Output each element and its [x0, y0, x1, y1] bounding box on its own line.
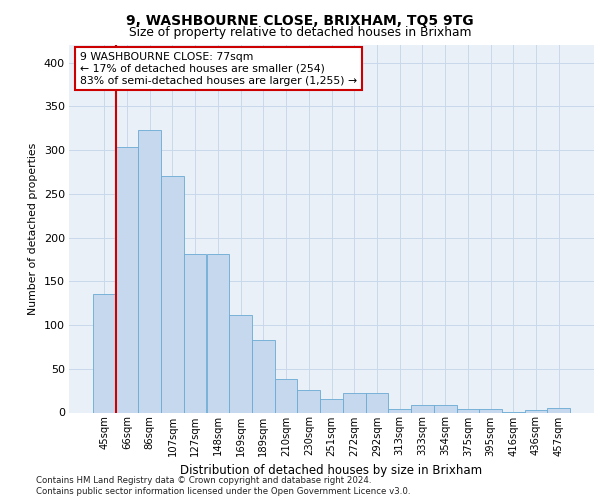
Bar: [161, 176, 184, 412]
Bar: [388, 409, 411, 412]
Text: Contains HM Land Registry data © Crown copyright and database right 2024.: Contains HM Land Registry data © Crown c…: [36, 476, 371, 485]
Bar: [547, 408, 570, 412]
Bar: [479, 409, 502, 412]
Text: 9, WASHBOURNE CLOSE, BRIXHAM, TQ5 9TG: 9, WASHBOURNE CLOSE, BRIXHAM, TQ5 9TG: [126, 14, 474, 28]
Bar: [411, 404, 434, 412]
Bar: [457, 409, 479, 412]
Bar: [252, 340, 275, 412]
Bar: [93, 294, 116, 412]
Text: Size of property relative to detached houses in Brixham: Size of property relative to detached ho…: [129, 26, 471, 39]
Text: Contains public sector information licensed under the Open Government Licence v3: Contains public sector information licen…: [36, 487, 410, 496]
X-axis label: Distribution of detached houses by size in Brixham: Distribution of detached houses by size …: [181, 464, 482, 477]
Bar: [524, 410, 547, 412]
Text: 9 WASHBOURNE CLOSE: 77sqm
← 17% of detached houses are smaller (254)
83% of semi: 9 WASHBOURNE CLOSE: 77sqm ← 17% of detac…: [79, 52, 356, 86]
Bar: [184, 254, 206, 412]
Bar: [434, 404, 457, 412]
Bar: [229, 314, 252, 412]
Bar: [275, 379, 298, 412]
Bar: [365, 393, 388, 412]
Bar: [139, 130, 161, 412]
Y-axis label: Number of detached properties: Number of detached properties: [28, 142, 38, 315]
Bar: [320, 400, 343, 412]
Bar: [343, 393, 365, 412]
Bar: [116, 148, 139, 412]
Bar: [298, 390, 320, 412]
Bar: [206, 254, 229, 412]
